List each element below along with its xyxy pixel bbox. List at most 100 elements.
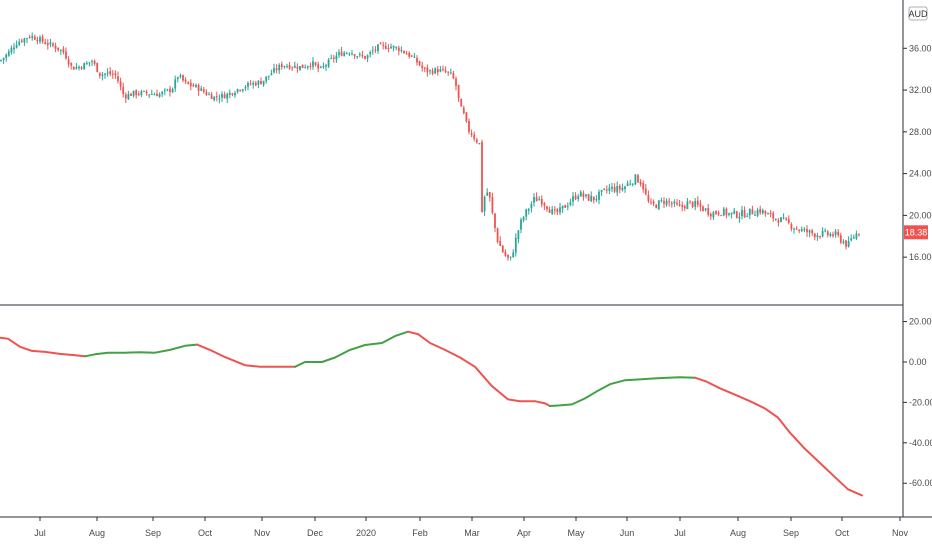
oscillator-line: [0, 330, 863, 497]
candle: [647, 190, 650, 204]
candle: [806, 225, 808, 237]
time-tick-label: Aug: [89, 528, 105, 538]
candle: [418, 60, 421, 67]
candle: [618, 184, 621, 194]
candle: [540, 195, 543, 208]
candle: [465, 111, 468, 123]
candle: [52, 42, 54, 48]
candle: [156, 89, 158, 97]
candle: [169, 85, 171, 97]
candle: [533, 193, 535, 207]
candle: [283, 65, 286, 69]
candle: [525, 208, 528, 221]
candle: [332, 54, 335, 63]
candle: [543, 202, 546, 210]
candle: [478, 142, 481, 145]
candle: [119, 77, 122, 91]
candle: [223, 91, 226, 99]
candle: [447, 71, 450, 76]
candle: [384, 42, 387, 50]
candle: [130, 92, 132, 96]
candle: [725, 207, 728, 219]
candle: [13, 43, 15, 54]
candle: [821, 227, 824, 238]
price-tick-label: 32.00: [909, 85, 932, 95]
candle: [57, 47, 60, 52]
candle: [665, 198, 668, 207]
candle: [839, 232, 842, 245]
candle: [304, 64, 307, 69]
time-tick-label: Jun: [620, 528, 635, 538]
candle: [252, 80, 255, 89]
candle: [556, 208, 559, 216]
candle: [717, 210, 720, 217]
candle: [733, 207, 736, 215]
oscillator-tick-label: -60.00: [909, 478, 932, 488]
candle: [114, 70, 117, 79]
time-axis[interactable]: Jul Aug Sep Oct Nov Dec 2020 Feb Mar Apr May Jun Jul…: [34, 517, 908, 538]
oscillator-axis[interactable]: 20.00 0.00 -20.00 -40.00 -60.00: [903, 317, 932, 489]
candle: [613, 183, 616, 193]
candle: [80, 65, 83, 71]
candle: [7, 49, 10, 57]
candle: [730, 212, 733, 219]
candle: [213, 96, 216, 102]
candle: [46, 39, 49, 50]
candle: [444, 66, 447, 74]
candle: [637, 173, 639, 183]
candle: [410, 54, 413, 58]
candle: [306, 65, 309, 70]
time-tick-label: Dec: [307, 528, 324, 538]
time-tick-label: Jul: [674, 528, 686, 538]
candle: [163, 88, 166, 96]
candle: [681, 201, 684, 212]
candle: [553, 206, 556, 215]
candle: [67, 56, 70, 68]
candle: [371, 46, 374, 55]
candle: [361, 50, 364, 59]
candle: [777, 218, 780, 227]
candle: [369, 50, 372, 58]
candle: [291, 66, 294, 71]
candle: [408, 51, 411, 59]
price-axis[interactable]: 16.00 20.00 24.00 28.00 32.00 36.00: [903, 43, 932, 262]
candle: [85, 60, 88, 65]
candle: [200, 85, 203, 92]
candle: [455, 76, 457, 91]
candle: [39, 35, 41, 45]
candle: [2, 57, 5, 65]
candle: [491, 192, 494, 215]
candle: [759, 205, 762, 215]
candle: [569, 198, 572, 207]
candle: [767, 212, 769, 215]
candle: [475, 137, 478, 144]
candle: [267, 75, 270, 81]
candle: [795, 226, 798, 230]
candle: [629, 179, 632, 186]
candle: [748, 208, 751, 220]
currency-tag[interactable]: AUD: [908, 6, 928, 21]
candle: [405, 50, 408, 55]
candle: [387, 44, 390, 53]
candle: [161, 90, 164, 97]
candle: [322, 62, 325, 69]
candle: [44, 38, 47, 45]
candle: [301, 64, 304, 69]
candle: [117, 71, 119, 84]
candle: [652, 199, 655, 207]
candle: [574, 192, 577, 201]
candle: [769, 210, 772, 218]
candle: [808, 229, 811, 238]
price-tick-label: 20.00: [909, 210, 932, 220]
candle: [241, 88, 244, 93]
candle: [585, 194, 587, 199]
candle: [483, 195, 486, 217]
oscillator-segment-down: [407, 330, 551, 407]
candle: [390, 43, 392, 49]
candle: [800, 226, 803, 233]
candle: [639, 179, 642, 187]
candle: [790, 222, 793, 232]
candle: [642, 180, 645, 194]
